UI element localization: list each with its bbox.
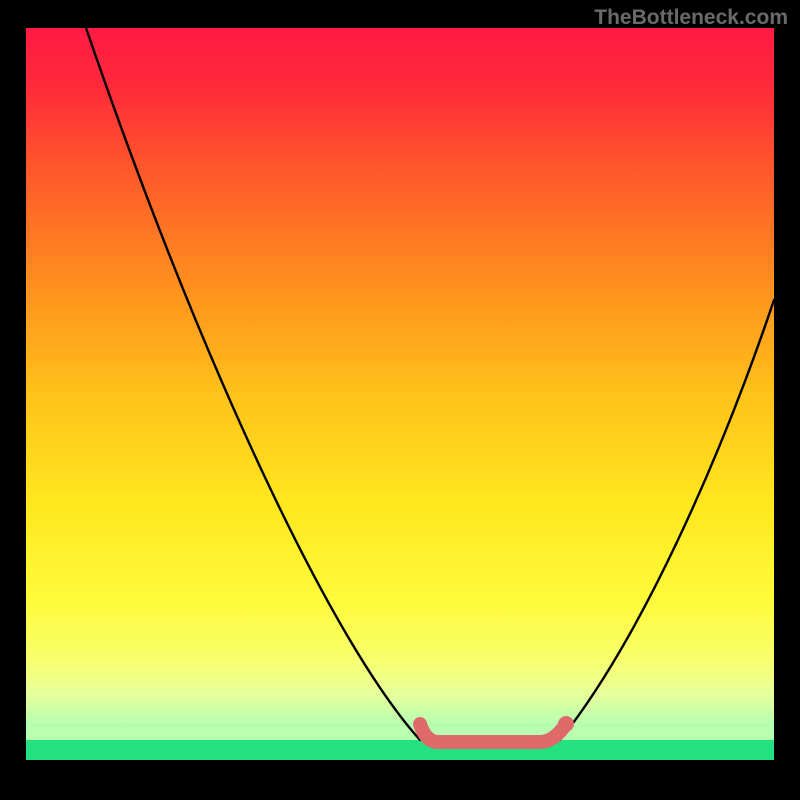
chart-container: TheBottleneck.com	[0, 0, 800, 800]
valley-end-dot	[558, 716, 574, 732]
curves-svg	[0, 0, 800, 800]
right-curve	[560, 300, 774, 740]
left-curve	[86, 28, 420, 740]
watermark-text: TheBottleneck.com	[594, 6, 788, 30]
valley-marker	[420, 724, 566, 742]
